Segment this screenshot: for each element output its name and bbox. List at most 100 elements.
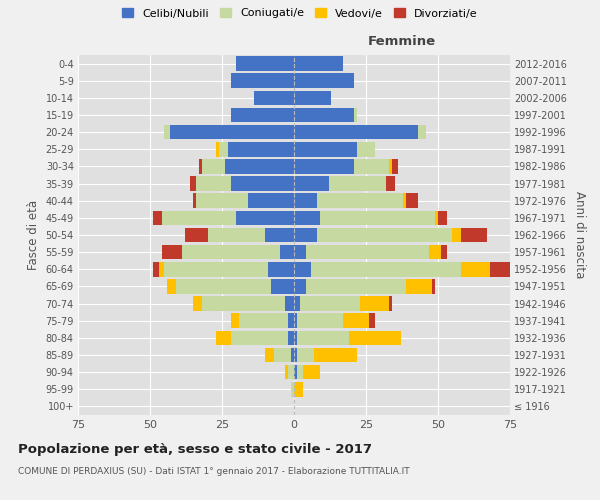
Bar [291, 348, 294, 362]
Bar [294, 330, 297, 345]
Bar [239, 314, 288, 328]
Bar [314, 348, 358, 362]
Bar [268, 262, 294, 276]
Bar [305, 245, 430, 260]
Bar [441, 245, 446, 260]
Bar [294, 296, 300, 311]
Y-axis label: Anni di nascita: Anni di nascita [574, 192, 586, 278]
Bar [199, 159, 202, 174]
Bar [294, 382, 302, 396]
Bar [286, 365, 288, 380]
Bar [294, 245, 305, 260]
Bar [193, 296, 202, 311]
Bar [389, 296, 392, 311]
Bar [219, 142, 228, 156]
Bar [230, 108, 294, 122]
Bar [297, 365, 302, 380]
Bar [294, 365, 297, 380]
Bar [294, 194, 317, 208]
Bar [153, 262, 158, 276]
Bar [176, 279, 271, 293]
Bar [294, 279, 305, 293]
Bar [403, 194, 406, 208]
Bar [435, 210, 438, 225]
Bar [216, 330, 230, 345]
Bar [389, 159, 392, 174]
Bar [167, 279, 176, 293]
Bar [349, 330, 401, 345]
Bar [317, 194, 403, 208]
Bar [461, 262, 490, 276]
Bar [274, 348, 291, 362]
Bar [254, 90, 294, 105]
Bar [317, 228, 452, 242]
Bar [294, 125, 418, 140]
Bar [430, 245, 441, 260]
Bar [300, 296, 360, 311]
Text: Femmine: Femmine [368, 35, 436, 48]
Bar [294, 74, 355, 88]
Bar [161, 210, 236, 225]
Y-axis label: Fasce di età: Fasce di età [27, 200, 40, 270]
Bar [158, 262, 164, 276]
Bar [153, 210, 161, 225]
Bar [196, 194, 248, 208]
Bar [182, 245, 280, 260]
Bar [196, 176, 230, 191]
Bar [294, 348, 297, 362]
Bar [193, 194, 196, 208]
Bar [280, 245, 294, 260]
Bar [386, 176, 395, 191]
Bar [360, 296, 389, 311]
Bar [438, 210, 446, 225]
Bar [294, 262, 311, 276]
Bar [369, 314, 374, 328]
Text: Popolazione per età, sesso e stato civile - 2017: Popolazione per età, sesso e stato civil… [18, 442, 372, 456]
Bar [164, 125, 170, 140]
Bar [230, 74, 294, 88]
Bar [343, 314, 369, 328]
Bar [294, 176, 329, 191]
Bar [329, 176, 386, 191]
Bar [358, 142, 374, 156]
Bar [302, 365, 320, 380]
Bar [297, 348, 314, 362]
Bar [164, 262, 268, 276]
Bar [355, 159, 389, 174]
Bar [288, 314, 294, 328]
Bar [286, 296, 294, 311]
Bar [265, 348, 274, 362]
Bar [236, 210, 294, 225]
Bar [406, 279, 432, 293]
Bar [432, 279, 435, 293]
Bar [297, 314, 343, 328]
Bar [288, 330, 294, 345]
Bar [294, 159, 355, 174]
Bar [320, 210, 435, 225]
Bar [294, 56, 343, 71]
Bar [236, 56, 294, 71]
Bar [392, 159, 398, 174]
Bar [305, 279, 406, 293]
Bar [230, 176, 294, 191]
Bar [288, 365, 294, 380]
Bar [294, 108, 355, 122]
Bar [311, 262, 461, 276]
Bar [265, 228, 294, 242]
Bar [190, 176, 196, 191]
Bar [228, 142, 294, 156]
Bar [216, 142, 219, 156]
Bar [490, 262, 510, 276]
Bar [297, 330, 349, 345]
Bar [294, 142, 358, 156]
Bar [202, 296, 286, 311]
Bar [202, 159, 225, 174]
Bar [271, 279, 294, 293]
Bar [418, 125, 427, 140]
Bar [294, 210, 320, 225]
Bar [248, 194, 294, 208]
Bar [161, 245, 182, 260]
Bar [170, 125, 294, 140]
Bar [452, 228, 461, 242]
Bar [291, 382, 294, 396]
